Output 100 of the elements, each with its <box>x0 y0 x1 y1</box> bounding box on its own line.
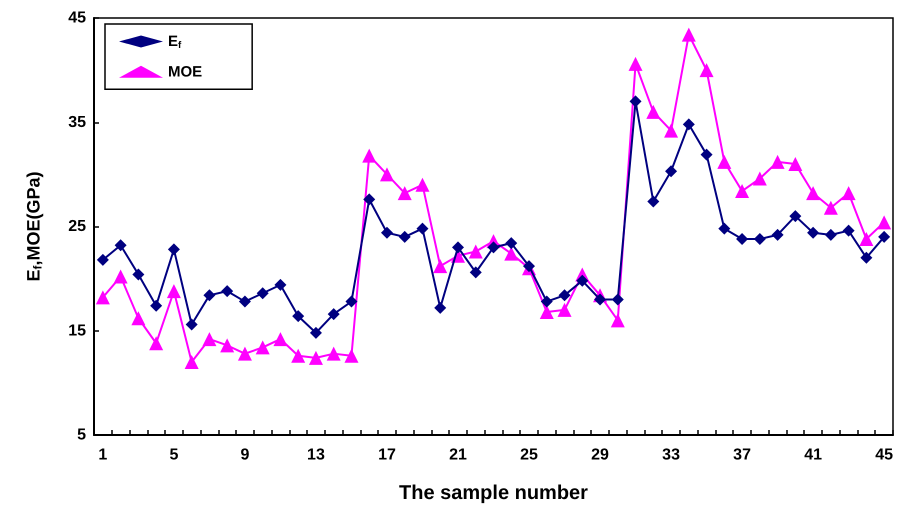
point <box>415 178 430 192</box>
point <box>470 266 482 278</box>
point <box>824 228 837 241</box>
point <box>806 186 820 200</box>
point <box>168 243 180 256</box>
x-tick-label: 17 <box>378 446 396 464</box>
x-tick-label: 29 <box>591 446 610 464</box>
point <box>362 148 376 163</box>
point <box>468 244 483 259</box>
point <box>184 355 199 370</box>
x-tick-label: 33 <box>662 446 680 464</box>
point <box>398 186 412 200</box>
point <box>877 215 892 230</box>
point <box>434 302 446 314</box>
x-tick-label: 13 <box>307 446 325 464</box>
point <box>221 285 234 298</box>
y-axis-title: Ef,MOE(GPa) <box>24 172 44 282</box>
point <box>292 310 304 322</box>
point <box>149 336 164 350</box>
point <box>203 289 216 302</box>
point <box>166 284 181 298</box>
point <box>859 232 874 246</box>
point <box>416 222 428 235</box>
point <box>114 270 128 284</box>
point <box>594 293 606 306</box>
point <box>735 184 750 198</box>
y-tick-label: 5 <box>77 426 86 444</box>
point <box>273 332 288 346</box>
x-tick-label: 21 <box>449 446 467 464</box>
point <box>576 274 588 287</box>
x-tick-label: 41 <box>804 446 822 464</box>
point <box>682 28 696 42</box>
point <box>789 210 802 222</box>
point <box>628 56 643 71</box>
x-axis-title: The sample number <box>399 482 588 504</box>
point <box>610 313 625 328</box>
point <box>558 289 571 302</box>
point <box>878 230 890 243</box>
y-tick-label: 45 <box>68 10 86 26</box>
y-tick-label: 15 <box>68 322 86 340</box>
point <box>772 228 784 241</box>
point <box>504 246 518 261</box>
x-tick-label: 45 <box>875 446 894 464</box>
point <box>256 287 269 300</box>
point <box>310 326 322 339</box>
point <box>754 233 766 246</box>
x-tick-label: 5 <box>169 446 178 464</box>
point <box>647 195 660 208</box>
point <box>717 154 732 169</box>
x-tick-label: 25 <box>520 446 538 464</box>
point <box>326 346 341 361</box>
legend-label: MOE <box>168 63 202 80</box>
point <box>238 346 252 361</box>
point <box>363 193 376 206</box>
point <box>96 254 109 266</box>
point <box>380 226 393 239</box>
point <box>274 278 286 291</box>
point <box>96 290 110 304</box>
point <box>664 124 678 138</box>
x-tick-label: 1 <box>98 446 108 464</box>
point <box>488 241 500 254</box>
point <box>842 186 856 200</box>
point <box>770 154 785 169</box>
point <box>540 296 553 308</box>
point <box>718 222 730 235</box>
point <box>398 230 411 243</box>
point <box>132 268 144 280</box>
point <box>238 296 251 308</box>
point <box>807 226 820 239</box>
point <box>523 260 536 272</box>
point <box>700 63 714 78</box>
point <box>345 296 358 308</box>
y-tick-label: 25 <box>68 218 86 235</box>
point <box>256 340 270 354</box>
x-tick-label: 37 <box>733 446 752 464</box>
point <box>842 224 855 237</box>
point <box>131 311 146 326</box>
point <box>452 241 464 254</box>
point <box>380 167 394 182</box>
point <box>540 304 554 319</box>
point <box>682 118 695 130</box>
point <box>433 259 448 274</box>
point <box>646 104 660 119</box>
point <box>612 293 624 306</box>
point <box>752 172 767 186</box>
point <box>665 165 678 178</box>
point <box>505 237 518 250</box>
point <box>700 148 713 161</box>
point <box>220 338 234 352</box>
point <box>186 318 198 330</box>
point <box>308 350 323 365</box>
point <box>114 239 127 252</box>
point <box>788 156 802 171</box>
point <box>150 300 162 312</box>
point <box>860 252 872 264</box>
point <box>291 348 306 363</box>
point <box>736 233 748 246</box>
y-tick-label: 35 <box>68 114 86 131</box>
point <box>328 308 340 320</box>
point <box>202 332 216 346</box>
